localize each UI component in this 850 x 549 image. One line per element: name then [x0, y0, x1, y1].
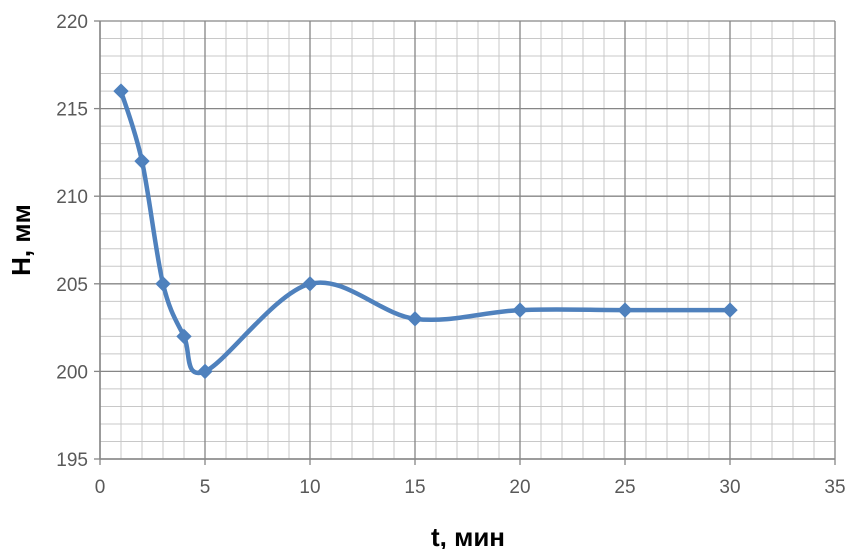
data-point-marker: [617, 302, 633, 318]
major-grid: [99, 20, 836, 460]
x-tick-label: 10: [299, 477, 320, 498]
x-tick-labels: 0 5 10 15 20 25 30 35: [95, 477, 846, 498]
x-tick-label: 0: [95, 477, 106, 498]
data-point-marker: [155, 276, 171, 292]
data-point-marker: [176, 328, 192, 345]
data-point-marker: [302, 276, 318, 292]
x-tick-label: 30: [719, 477, 740, 498]
x-tick-label: 35: [824, 477, 845, 498]
series-group: [113, 83, 738, 380]
y-tick-label: 210: [56, 187, 88, 208]
x-axis-title: t, мин: [431, 522, 505, 549]
y-tick-label: 215: [56, 100, 88, 121]
x-tick-label: 25: [614, 477, 635, 498]
y-axis-title: H, мм: [6, 204, 36, 276]
x-tick-label: 20: [509, 477, 530, 498]
axes: [94, 20, 836, 465]
data-point-marker: [722, 302, 738, 318]
y-tick-label: 205: [56, 275, 88, 296]
y-tick-label: 220: [56, 12, 88, 33]
data-point-marker: [134, 153, 150, 169]
series-line: [118, 88, 733, 376]
data-point-marker: [113, 83, 129, 99]
x-tick-label: 5: [200, 477, 211, 498]
data-point-marker: [407, 311, 423, 327]
minor-grid: [100, 21, 835, 459]
y-tick-label: 195: [56, 450, 88, 471]
x-tick-label: 15: [404, 477, 425, 498]
y-tick-labels: 195 200 205 210 215 220: [56, 12, 88, 471]
data-point-marker: [512, 302, 528, 318]
y-tick-label: 200: [56, 362, 88, 383]
data-point-marker: [197, 363, 213, 380]
